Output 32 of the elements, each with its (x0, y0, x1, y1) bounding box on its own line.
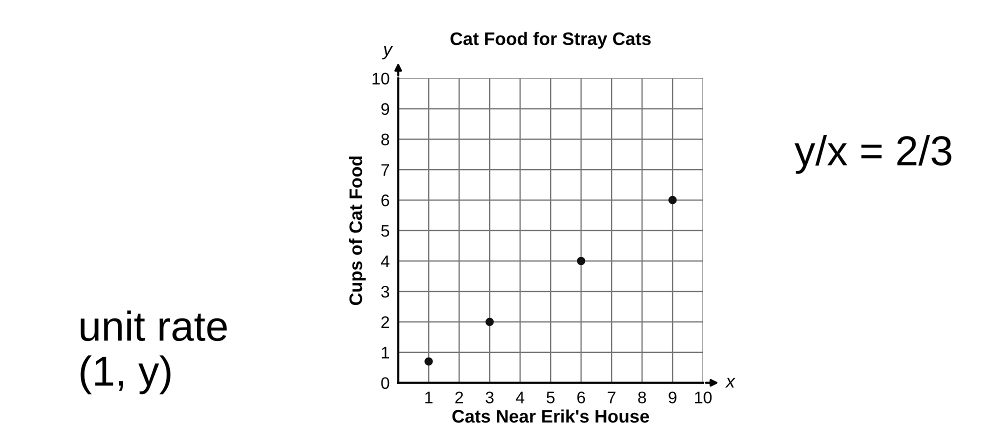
x-tick-label: 1 (425, 392, 432, 404)
point (485, 318, 494, 326)
y-tick-label: 6 (381, 194, 390, 206)
x-tick-label: 8 (638, 392, 646, 404)
y-axis-title: Cups of Cat Food (348, 156, 366, 306)
x-tick-label: 10 (695, 392, 712, 404)
x-tick-label: 7 (608, 392, 616, 404)
text: y (382, 46, 394, 60)
y-tick-label: 9 (381, 103, 390, 115)
point (668, 196, 677, 204)
y-tick-label: 7 (381, 164, 390, 176)
text: x (725, 378, 736, 388)
text: unit rate (1, y) (80, 310, 227, 394)
y-tick-label: 4 (380, 256, 390, 268)
x-tick-label: 9 (668, 392, 676, 404)
x-tick-label: 6 (577, 392, 586, 404)
chart-title: Cat Food for Stray Cats (450, 32, 651, 49)
x-tick-label: 4 (516, 392, 524, 404)
y-tick-label: 3 (381, 286, 390, 298)
y-tick-label: 5 (381, 225, 390, 237)
point (576, 256, 586, 266)
text: y/x = 2/3 (794, 135, 952, 174)
y-tick-label: 2 (381, 316, 390, 328)
y-tick-label: 1 (382, 346, 390, 358)
point (424, 357, 433, 366)
x-tick-label: 3 (486, 392, 494, 404)
y-tick-label: 10 (372, 72, 390, 85)
x-tick-label: 2 (455, 392, 463, 404)
x-tick-label: 5 (546, 392, 555, 404)
y-tick-label: 0 (381, 377, 390, 390)
y-tick-label: 8 (381, 134, 390, 146)
x-axis-title: Cats Near Erik's House (452, 409, 649, 423)
